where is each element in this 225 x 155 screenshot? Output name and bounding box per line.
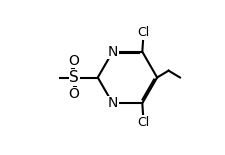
Text: N: N xyxy=(107,45,117,59)
Text: Cl: Cl xyxy=(137,26,149,39)
Text: O: O xyxy=(68,87,79,101)
Text: N: N xyxy=(107,96,117,110)
Text: S: S xyxy=(69,70,79,85)
Text: O: O xyxy=(68,54,79,68)
Text: Cl: Cl xyxy=(137,116,149,129)
